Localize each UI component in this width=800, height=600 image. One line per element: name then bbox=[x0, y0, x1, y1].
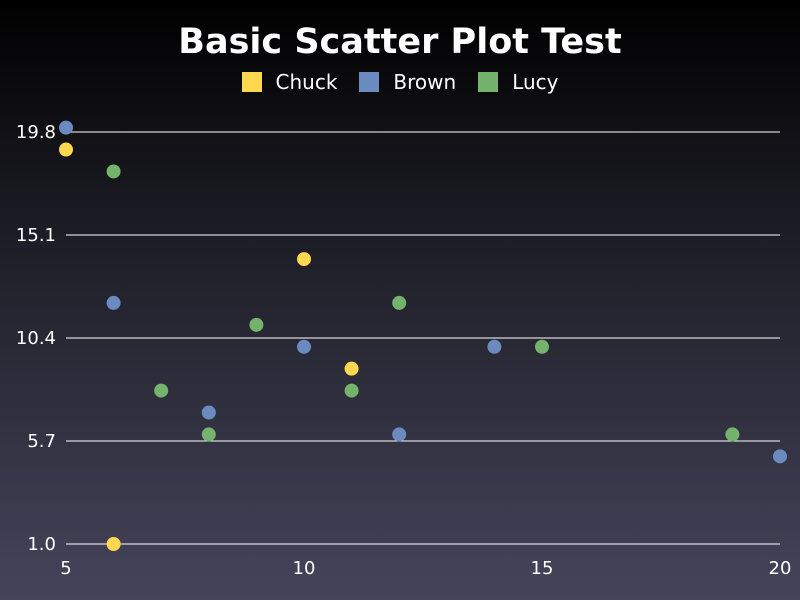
y-axis-ticks: 1.0 5.7 10.4 15.1 19.8 bbox=[16, 122, 56, 555]
y-tick-label: 1.0 bbox=[27, 534, 56, 555]
legend-swatch bbox=[478, 72, 499, 92]
data-point-chuck bbox=[59, 142, 73, 157]
legend-label: Brown bbox=[393, 70, 457, 94]
x-tick-label: 5 bbox=[60, 558, 71, 579]
legend-item-lucy: Lucy bbox=[478, 70, 559, 94]
y-tick-label: 19.8 bbox=[16, 122, 56, 143]
data-points bbox=[59, 120, 787, 551]
data-point-brown bbox=[201, 405, 216, 420]
data-point-lucy bbox=[535, 339, 549, 354]
data-point-chuck bbox=[297, 252, 311, 267]
legend-label: Lucy bbox=[512, 70, 559, 94]
data-point-brown bbox=[106, 295, 121, 310]
y-tick-label: 15.1 bbox=[16, 225, 56, 246]
y-tick-label: 10.4 bbox=[16, 328, 56, 349]
chart-title: Basic Scatter Plot Test bbox=[178, 22, 622, 62]
data-point-chuck bbox=[106, 537, 121, 551]
data-point-brown bbox=[773, 449, 787, 464]
data-point-brown bbox=[59, 120, 73, 135]
data-point-brown bbox=[297, 339, 311, 354]
x-tick-label: 20 bbox=[769, 558, 792, 579]
data-point-lucy bbox=[392, 295, 407, 310]
data-point-lucy bbox=[725, 427, 740, 442]
data-point-lucy bbox=[344, 383, 359, 398]
x-tick-label: 15 bbox=[531, 558, 554, 579]
y-tick-label: 5.7 bbox=[27, 431, 56, 452]
data-point-brown bbox=[392, 427, 407, 442]
legend-item-brown: Brown bbox=[359, 70, 456, 94]
x-tick-label: 10 bbox=[293, 558, 316, 579]
data-point-chuck bbox=[344, 361, 359, 376]
legend-label: Chuck bbox=[275, 70, 338, 94]
legend-swatch bbox=[359, 72, 380, 92]
data-point-lucy bbox=[106, 164, 121, 179]
legend-item-chuck: Chuck bbox=[241, 70, 338, 94]
chart-legend: Chuck Brown Lucy bbox=[0, 70, 800, 94]
legend-swatch bbox=[241, 72, 262, 92]
data-point-lucy bbox=[249, 317, 264, 332]
data-point-brown bbox=[487, 339, 502, 354]
x-axis-ticks: 5 10 15 20 bbox=[60, 558, 791, 579]
data-point-lucy bbox=[154, 383, 169, 398]
data-point-lucy bbox=[201, 427, 216, 442]
grid-lines bbox=[66, 131, 780, 545]
